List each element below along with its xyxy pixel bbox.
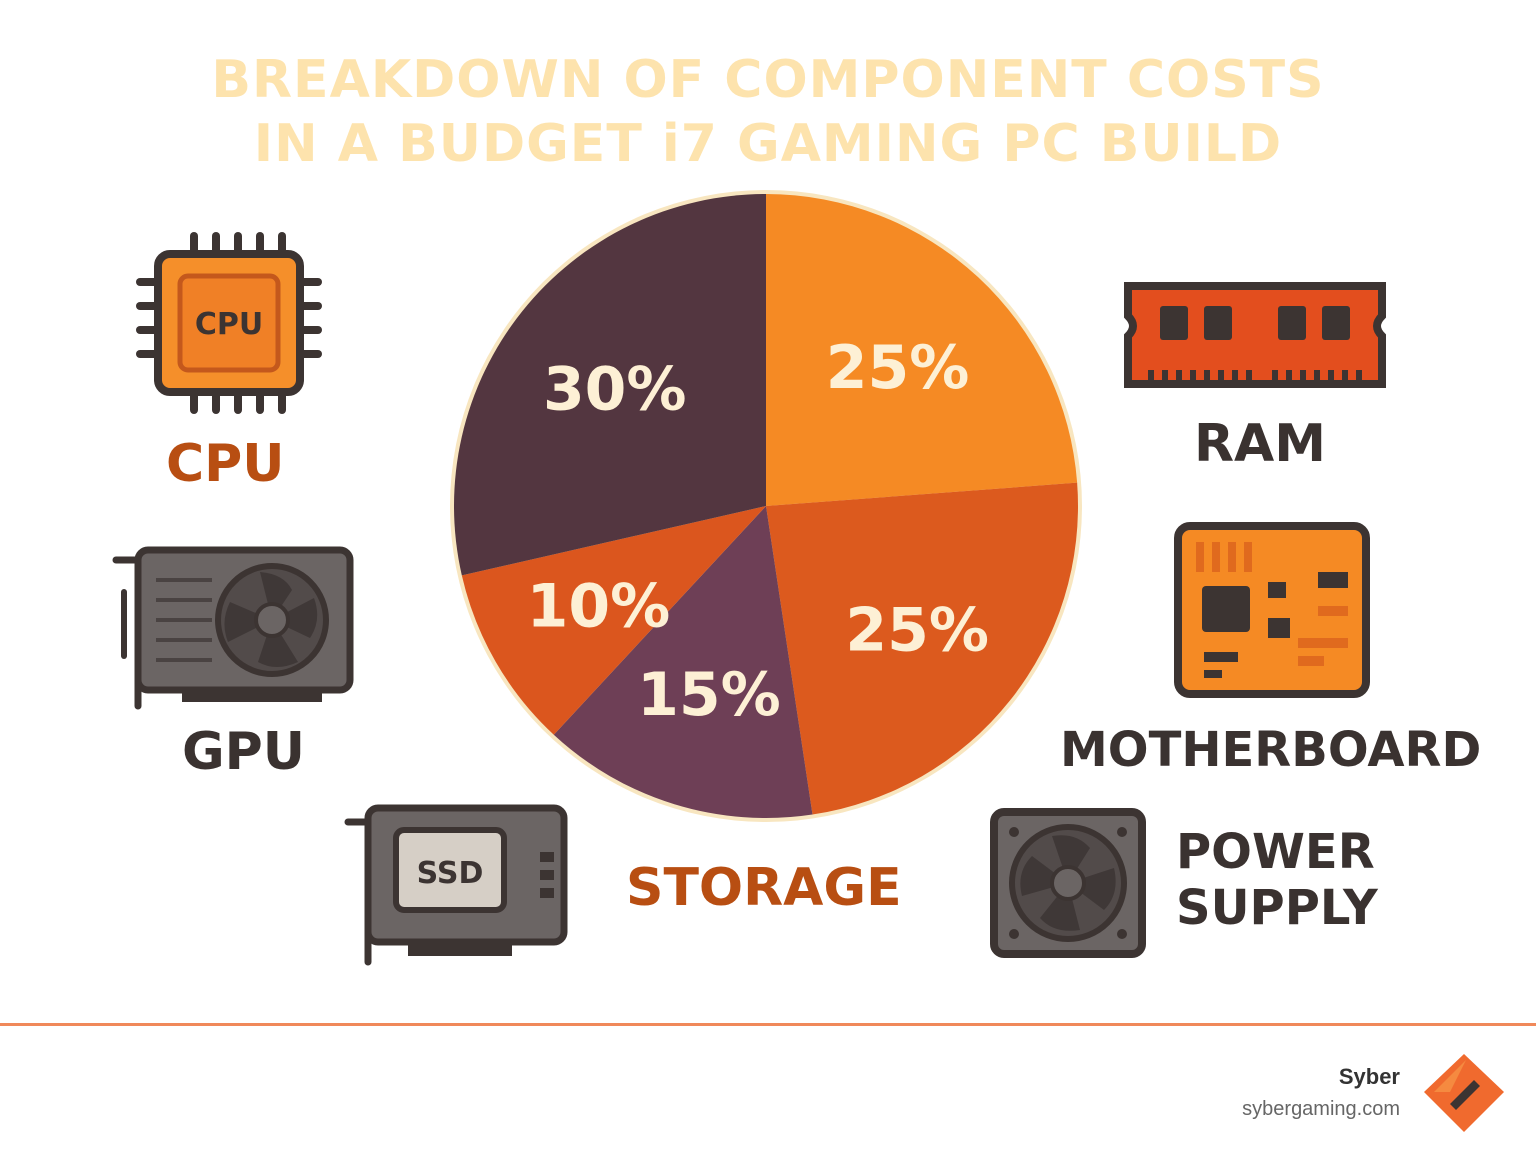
pie-slice-1 — [766, 482, 1078, 815]
power-supply-label-line2: SUPPLY — [1176, 880, 1378, 936]
pie-slice-label-3: 10% — [527, 572, 671, 642]
pie-slice-3 — [461, 506, 766, 735]
pie-slice-label-2: 15% — [637, 660, 781, 730]
ssd-card-icon: SSD — [344, 804, 568, 966]
brand-website: sybergaming.com — [1242, 1098, 1400, 1120]
brand-name: Syber — [1338, 1064, 1400, 1089]
pie-slice-2 — [553, 506, 813, 818]
gpu-label: GPU — [182, 722, 306, 782]
motherboard-icon — [1174, 522, 1370, 698]
chart-title-line1: BREAKDOWN OF COMPONENT COSTS — [211, 50, 1325, 110]
pie-slice-label-1: 25% — [845, 596, 989, 666]
syber-logo-icon — [1424, 1054, 1504, 1132]
ram-label: RAM — [1194, 414, 1327, 474]
chart-title: BREAKDOWN OF COMPONENT COSTS IN A BUDGET… — [0, 48, 1536, 176]
cpu-chip-icon: CPU — [136, 232, 322, 414]
chart-title-line2: IN A BUDGET i7 GAMING PC BUILD — [253, 114, 1283, 174]
storage-label: STORAGE — [626, 858, 902, 918]
power-supply-label: POWER SUPPLY — [1176, 824, 1378, 936]
graphics-card-icon — [112, 546, 354, 710]
pie-slice-0 — [766, 194, 1078, 506]
power-supply-icon — [990, 808, 1146, 958]
pie-slice-4 — [454, 194, 766, 576]
ssd-chip-text: SSD — [417, 856, 484, 891]
ram-stick-icon — [1124, 282, 1386, 388]
cpu-chip-text: CPU — [195, 307, 263, 342]
footer-divider — [0, 1023, 1536, 1026]
power-supply-label-line1: POWER — [1176, 824, 1375, 880]
pie-slice-label-4: 30% — [543, 354, 687, 424]
motherboard-label: MOTHERBOARD — [1060, 722, 1482, 778]
pie-slice-label-0: 25% — [826, 333, 970, 403]
cpu-label: CPU — [166, 434, 285, 494]
